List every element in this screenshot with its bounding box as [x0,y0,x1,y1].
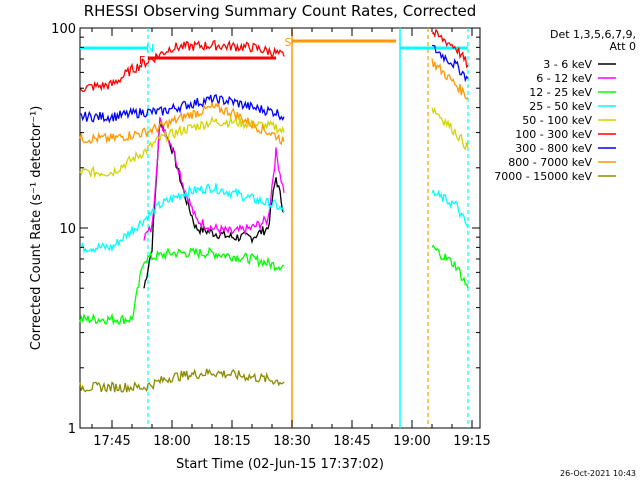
y-axis-label: Corrected Count Rate (s⁻¹ detector⁻¹) [29,106,44,351]
x-tick-label-18-15: 18:15 [213,434,250,449]
x-tick-label-18-45: 18:45 [333,434,370,449]
legend-label-12-25-kev: 12 - 25 keV [529,86,592,99]
flag-letter-n: N [146,42,154,55]
series-line-300-800-kev [79,93,285,124]
series-line-300-800-kev-after-gap [431,44,469,83]
series-line-50-100-kev [79,115,285,179]
series-line-12-25-kev [79,246,285,326]
legend-label-100-300-kev: 100 - 300 keV [515,128,592,141]
series-line-6-12-kev [143,116,285,241]
timestamp: 26-Oct-2021 10:43 [560,469,636,478]
legend-label-6-12-kev: 6 - 12 keV [536,72,592,85]
legend-label-50-100-kev: 50 - 100 keV [522,114,592,127]
series-line-800-7000-kev [79,101,285,146]
legend-label-7000-15000-kev: 7000 - 15000 keV [494,170,592,183]
series-line-3-6-kev [143,117,285,289]
x-tick-label-18-00: 18:00 [153,434,190,449]
series-line-12-25-kev-after-gap [431,244,469,289]
y-axis: 1 10 100 [51,22,480,437]
legend-label-300-800-kev: 300 - 800 keV [515,142,592,155]
chart-title: RHESSI Observing Summary Count Rates, Co… [84,2,477,20]
flag-letter-s: S [285,36,292,49]
series-line-25-50-kev [80,183,285,254]
x-axis: 17:45 18:00 18:15 18:30 18:45 19:00 19:15 [91,28,491,449]
legend-header-1: Det 1,3,5,6,7,9, [550,28,636,41]
x-tick-label-17-45: 17:45 [93,434,130,449]
plot-area: NFS [79,27,481,429]
series-line-800-7000-kev-after-gap [431,58,469,100]
legend-label-800-7000-kev: 800 - 7000 keV [508,156,592,169]
y-tick-label-10: 10 [59,222,76,237]
legend-header-2: Att 0 [610,40,636,53]
x-tick-label-18-30: 18:30 [273,434,310,449]
x-axis-label: Start Time (02-Jun-15 17:37:02) [176,457,384,472]
series-line-7000-15000-kev [79,368,285,393]
series-line-100-300-kev-after-gap [431,28,469,69]
y-tick-label-100: 100 [51,22,76,37]
series-line-50-100-kev-after-gap [431,106,469,151]
x-tick-label-19-15: 19:15 [453,434,490,449]
plot-frame [79,27,481,429]
x-tick-label-19-00: 19:00 [393,434,430,449]
legend-label-3-6-kev: 3 - 6 keV [543,58,592,71]
legend-label-25-50-kev: 25 - 50 keV [529,100,592,113]
series-line-25-50-kev-after-gap [431,188,469,229]
y-tick-label-1: 1 [68,422,76,437]
series-line-100-300-kev [79,39,285,93]
